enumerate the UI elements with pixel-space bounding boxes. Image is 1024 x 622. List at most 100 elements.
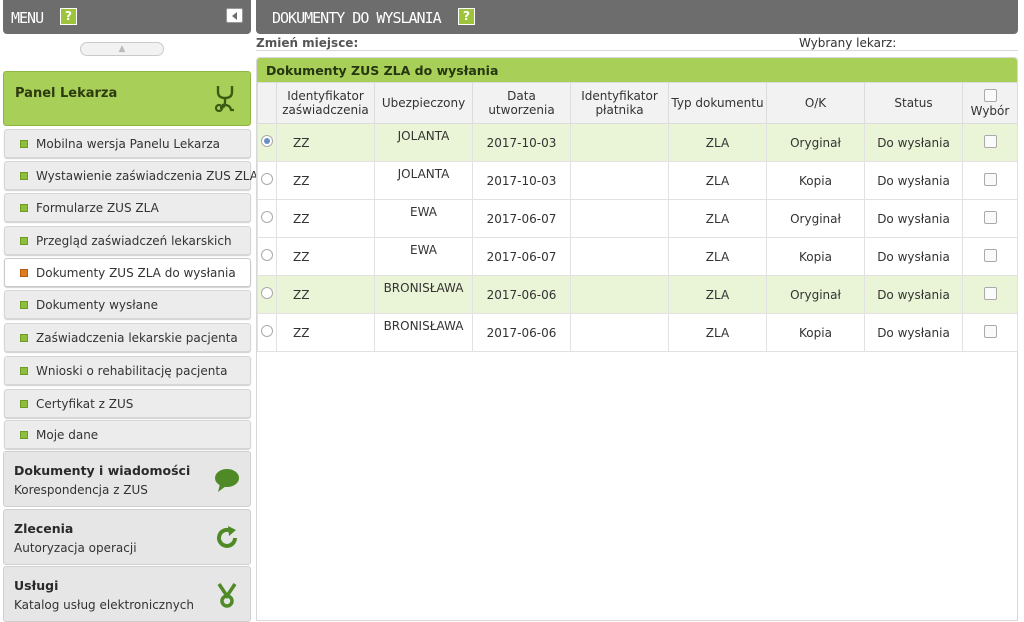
bullet-icon — [20, 172, 28, 180]
table-row[interactable]: ZZ BRONISŁAWA 2017-06-06 ZLA Oryginał Do… — [257, 275, 1018, 314]
sidebar-item-przeglad[interactable]: Przegląd zaświadczeń lekarskich — [4, 226, 251, 255]
panel-lekarza-header[interactable]: Panel Lekarza — [3, 71, 251, 126]
cell-id: ZZ — [276, 313, 375, 352]
cell-created: 2017-06-06 — [472, 275, 571, 314]
cell-status: Do wysłania — [864, 275, 963, 314]
cell-status: Do wysłania — [864, 199, 963, 238]
row-select-cell — [962, 313, 1018, 352]
column-header-ok: O/K — [766, 82, 865, 124]
change-place-link[interactable]: Zmień miejsce: — [256, 36, 359, 50]
sidebar-item-certyfikat[interactable]: Certyfikat z ZUS — [4, 389, 251, 418]
speech-bubble-icon — [215, 469, 239, 492]
column-header-status: Status — [864, 82, 963, 124]
row-radio[interactable] — [261, 173, 273, 185]
cell-ok: Oryginał — [766, 199, 865, 238]
cell-payer — [570, 123, 669, 162]
cell-created: 2017-10-03 — [472, 161, 571, 200]
row-radio[interactable] — [261, 325, 273, 337]
column-header-payer: Identyfikator płatnika — [570, 82, 669, 124]
cell-id: ZZ — [276, 161, 375, 200]
stethoscope-icon — [214, 86, 234, 112]
page-help-icon[interactable]: ? — [458, 8, 475, 25]
sidebar-item-label: Dokumenty ZUS ZLA do wysłania — [36, 266, 236, 280]
row-radio-cell — [257, 275, 277, 314]
bullet-icon — [20, 237, 28, 245]
scroll-up-button[interactable]: ▲ — [80, 42, 164, 56]
documents-table-panel: Dokumenty ZUS ZLA do wysłania Identyfika… — [256, 57, 1018, 621]
row-radio[interactable] — [261, 287, 273, 299]
sidebar-item-label: Formularze ZUS ZLA — [36, 201, 159, 215]
main-content: DOKUMENTY DO WYSLANIA ? Zmień miejsce: W… — [256, 0, 1024, 621]
cell-type: ZLA — [668, 161, 767, 200]
sidebar-menu: MENU ? ▲ Panel Lekarza Mobilna wersja Pa… — [0, 0, 258, 622]
table-header-row: Identyfikator zaświadczenia Ubezpieczony… — [257, 82, 1018, 124]
cell-ok: Kopia — [766, 313, 865, 352]
section-subtitle: Korespondencja z ZUS — [14, 483, 148, 497]
sidebar-item-wnioski-rehabilitacja[interactable]: Wnioski o rehabilitację pacjenta — [4, 356, 251, 385]
page-title: DOKUMENTY DO WYSLANIA — [272, 9, 442, 27]
refresh-icon — [217, 526, 237, 548]
section-zlecenia[interactable]: Zlecenia Autoryzacja operacji — [3, 509, 251, 565]
cell-insured: JOLANTA — [374, 123, 473, 162]
sidebar-item-label: Mobilna wersja Panelu Lekarza — [36, 137, 220, 151]
sidebar-item-dokumenty-wyslane[interactable]: Dokumenty wysłane — [4, 290, 251, 319]
table-row[interactable]: ZZ EWA 2017-06-07 ZLA Oryginał Do wysłan… — [257, 199, 1018, 238]
cell-type: ZLA — [668, 199, 767, 238]
main-header: DOKUMENTY DO WYSLANIA ? — [256, 0, 1018, 34]
row-checkbox[interactable] — [983, 286, 997, 300]
tools-icon — [217, 583, 237, 608]
cell-status: Do wysłania — [864, 123, 963, 162]
row-radio-cell — [257, 123, 277, 162]
collapse-menu-button[interactable] — [226, 8, 243, 23]
sidebar-item-label: Zaświadczenia lekarskie pacjenta — [36, 331, 238, 345]
row-select-cell — [962, 237, 1018, 276]
sidebar-item-moje-dane[interactable]: Moje dane — [4, 420, 251, 449]
section-dokumenty-wiadomosci[interactable]: Dokumenty i wiadomości Korespondencja z … — [3, 451, 251, 507]
section-uslugi[interactable]: Usługi Katalog usług elektronicznych — [3, 566, 251, 622]
section-subtitle: Autoryzacja operacji — [14, 541, 137, 555]
sidebar-item-label: Dokumenty wysłane — [36, 298, 158, 312]
cell-payer — [570, 199, 669, 238]
table-row[interactable]: ZZ JOLANTA 2017-10-03 ZLA Oryginał Do wy… — [257, 123, 1018, 162]
row-radio[interactable] — [261, 211, 273, 223]
cell-id: ZZ — [276, 199, 375, 238]
row-radio[interactable] — [261, 249, 273, 261]
menu-title: MENU — [11, 9, 44, 27]
bullet-icon — [20, 400, 28, 408]
row-checkbox[interactable] — [983, 134, 997, 148]
documents-table: Identyfikator zaświadczenia Ubezpieczony… — [257, 82, 1018, 352]
cell-id: ZZ — [276, 123, 375, 162]
cell-insured: JOLANTA — [374, 161, 473, 200]
selected-doctor-label: Wybrany lekarz: — [799, 36, 897, 50]
sidebar-item-wystawienie[interactable]: Wystawienie zaświadczenia ZUS ZLA — [4, 161, 258, 190]
row-checkbox[interactable] — [983, 210, 997, 224]
sidebar-item-dokumenty-do-wyslania[interactable]: Dokumenty ZUS ZLA do wysłania — [4, 258, 251, 287]
row-radio[interactable] — [261, 135, 273, 147]
row-radio-cell — [257, 199, 277, 238]
bullet-icon — [20, 367, 28, 375]
bullet-icon — [20, 431, 28, 439]
table-row[interactable]: ZZ JOLANTA 2017-10-03 ZLA Kopia Do wysła… — [257, 161, 1018, 200]
row-checkbox[interactable] — [983, 248, 997, 262]
cell-insured: BRONISŁAWA — [374, 313, 473, 352]
sidebar-item-zaswiadczenia-pacjenta[interactable]: Zaświadczenia lekarskie pacjenta — [4, 323, 251, 352]
cell-ok: Oryginał — [766, 123, 865, 162]
panel-lekarza-title: Panel Lekarza — [15, 86, 118, 101]
table-row[interactable]: ZZ EWA 2017-06-07 ZLA Kopia Do wysłania — [257, 237, 1018, 276]
row-select-cell — [962, 275, 1018, 314]
table-row[interactable]: ZZ BRONISŁAWA 2017-06-06 ZLA Kopia Do wy… — [257, 313, 1018, 352]
column-header-select-label: Wybór — [970, 103, 1010, 118]
sidebar-item-label: Przegląd zaświadczeń lekarskich — [36, 234, 232, 248]
sidebar-item-label: Wnioski o rehabilitację pacjenta — [36, 364, 228, 378]
select-all-checkbox[interactable] — [983, 88, 997, 102]
row-checkbox[interactable] — [983, 172, 997, 186]
sidebar-item-label: Wystawienie zaświadczenia ZUS ZLA — [36, 169, 258, 183]
row-select-cell — [962, 199, 1018, 238]
bullet-icon — [20, 204, 28, 212]
menu-header: MENU ? — [3, 0, 251, 34]
sidebar-item-mobilna-wersja[interactable]: Mobilna wersja Panelu Lekarza — [4, 129, 251, 158]
row-checkbox[interactable] — [983, 324, 997, 338]
cell-payer — [570, 313, 669, 352]
menu-help-icon[interactable]: ? — [60, 8, 77, 25]
sidebar-item-formularze[interactable]: Formularze ZUS ZLA — [4, 193, 251, 222]
